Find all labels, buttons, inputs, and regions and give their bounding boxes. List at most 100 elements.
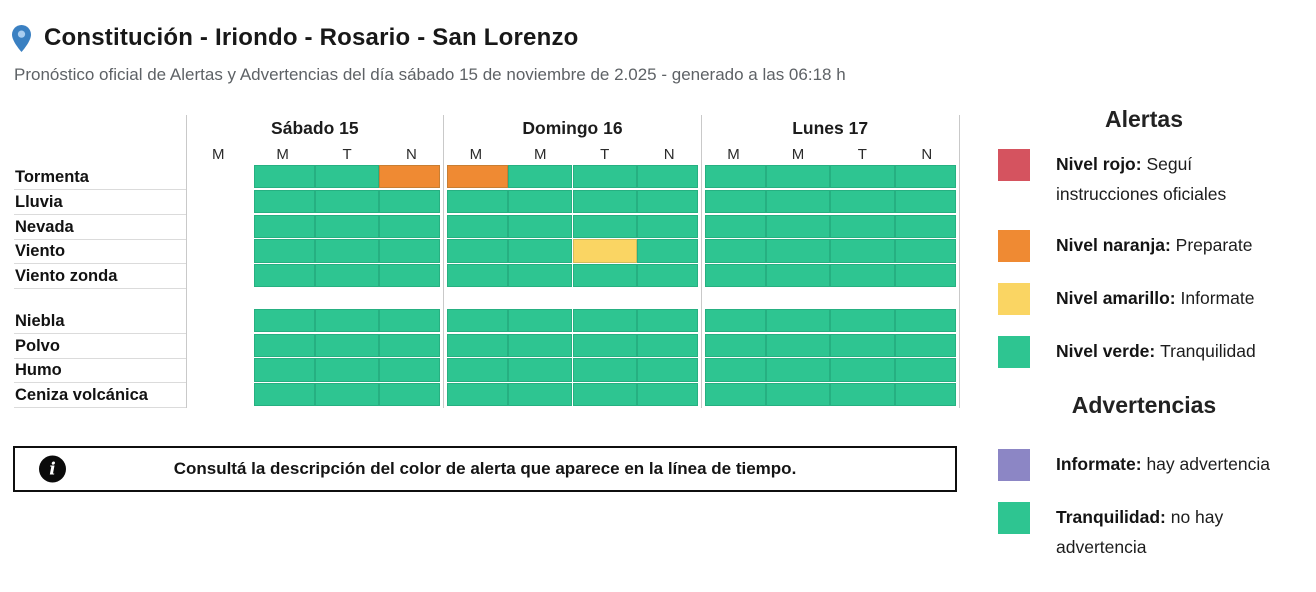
timeline-cell-amarillo[interactable] — [572, 239, 637, 263]
timeline-cell-verde[interactable] — [253, 308, 315, 332]
timeline-cell-verde[interactable] — [894, 308, 956, 332]
timeline-cell-verde[interactable] — [253, 333, 315, 357]
timeline-cell-verde[interactable] — [314, 358, 380, 382]
timeline-cell-naranja[interactable] — [379, 165, 441, 189]
timeline-cell-verde[interactable] — [508, 383, 573, 407]
timeline-cell-verde[interactable] — [894, 239, 956, 263]
timeline-cell-verde[interactable] — [765, 333, 831, 357]
timeline-cell-verde[interactable] — [379, 189, 441, 213]
timeline-cell-verde[interactable] — [314, 189, 380, 213]
timeline-cell-verde[interactable] — [379, 383, 441, 407]
timeline-cell-verde[interactable] — [830, 358, 895, 382]
timeline-cell-verde[interactable] — [765, 239, 831, 263]
timeline-cell-verde[interactable] — [446, 189, 509, 213]
timeline-cell-verde[interactable] — [636, 333, 699, 357]
timeline-cell-verde[interactable] — [314, 165, 380, 189]
timeline-cell-verde[interactable] — [894, 333, 956, 357]
timeline-cell-verde[interactable] — [314, 383, 380, 407]
timeline-cell-naranja[interactable] — [446, 165, 509, 189]
timeline-cell-verde[interactable] — [704, 165, 766, 189]
timeline-cell-verde[interactable] — [894, 383, 956, 407]
timeline-cell-verde[interactable] — [830, 165, 895, 189]
timeline-cell-verde[interactable] — [253, 189, 315, 213]
timeline-cell-verde[interactable] — [704, 239, 766, 263]
timeline-cell-verde[interactable] — [765, 189, 831, 213]
timeline-cell-verde[interactable] — [636, 383, 699, 407]
timeline-cell-verde[interactable] — [314, 264, 380, 288]
timeline-cell-verde[interactable] — [253, 264, 315, 288]
timeline-cell-verde[interactable] — [314, 333, 380, 357]
timeline-cell-verde[interactable] — [704, 264, 766, 288]
timeline-cell-verde[interactable] — [314, 214, 380, 238]
timeline-cell-verde[interactable] — [508, 165, 573, 189]
timeline-cell-verde[interactable] — [894, 264, 956, 288]
timeline-cell-verde[interactable] — [765, 383, 831, 407]
timeline-cell-verde[interactable] — [830, 264, 895, 288]
timeline-cell-verde[interactable] — [508, 264, 573, 288]
timeline-cell-verde[interactable] — [446, 264, 509, 288]
timeline-cell-verde[interactable] — [572, 264, 637, 288]
timeline-cell-verde[interactable] — [508, 239, 573, 263]
timeline-cell-verde[interactable] — [765, 308, 831, 332]
timeline-cell-verde[interactable] — [253, 214, 315, 238]
timeline-cell-verde[interactable] — [446, 333, 509, 357]
timeline-cell-verde[interactable] — [508, 189, 573, 213]
timeline-cell-verde[interactable] — [704, 214, 766, 238]
timeline-cell-verde[interactable] — [765, 264, 831, 288]
timeline-cell-verde[interactable] — [830, 308, 895, 332]
timeline-cell-verde[interactable] — [830, 189, 895, 213]
timeline-cell-verde[interactable] — [704, 333, 766, 357]
timeline-cell-verde[interactable] — [572, 333, 637, 357]
timeline-cell-verde[interactable] — [253, 383, 315, 407]
timeline-cell-verde[interactable] — [894, 358, 956, 382]
timeline-cell-verde[interactable] — [379, 264, 441, 288]
timeline-cell-verde[interactable] — [508, 333, 573, 357]
timeline-cell-verde[interactable] — [446, 239, 509, 263]
timeline-cell-verde[interactable] — [704, 383, 766, 407]
timeline-cell-verde[interactable] — [379, 333, 441, 357]
timeline-cell-verde[interactable] — [894, 165, 956, 189]
timeline-cell-verde[interactable] — [314, 239, 380, 263]
timeline-cell-verde[interactable] — [765, 358, 831, 382]
timeline-cell-verde[interactable] — [636, 358, 699, 382]
timeline-cell-verde[interactable] — [830, 214, 895, 238]
timeline-cell-verde[interactable] — [379, 308, 441, 332]
timeline-cell-verde[interactable] — [830, 239, 895, 263]
timeline-cell-verde[interactable] — [636, 214, 699, 238]
timeline-cell-verde[interactable] — [830, 333, 895, 357]
timeline-cell-verde[interactable] — [636, 239, 699, 263]
timeline-cell-verde[interactable] — [253, 165, 315, 189]
timeline-cell-verde[interactable] — [446, 383, 509, 407]
timeline-cell-verde[interactable] — [572, 189, 637, 213]
timeline-row-label: Viento — [15, 242, 66, 261]
timeline-cell-verde[interactable] — [704, 358, 766, 382]
timeline-cell-verde[interactable] — [572, 358, 637, 382]
timeline-cell-verde[interactable] — [894, 214, 956, 238]
timeline-cell-verde[interactable] — [830, 383, 895, 407]
timeline-cell-verde[interactable] — [379, 239, 441, 263]
timeline-cell-verde[interactable] — [314, 308, 380, 332]
timeline-cell-verde[interactable] — [446, 214, 509, 238]
timeline-cell-verde[interactable] — [636, 165, 699, 189]
timeline-cell-verde[interactable] — [379, 358, 441, 382]
timeline-cell-verde[interactable] — [508, 214, 573, 238]
timeline-cell-verde[interactable] — [253, 239, 315, 263]
timeline-cell-verde[interactable] — [253, 358, 315, 382]
timeline-cell-verde[interactable] — [379, 214, 441, 238]
timeline-cell-verde[interactable] — [636, 189, 699, 213]
timeline-cell-verde[interactable] — [446, 308, 509, 332]
timeline-cell-verde[interactable] — [508, 358, 573, 382]
timeline-cell-verde[interactable] — [572, 383, 637, 407]
timeline-cell-verde[interactable] — [765, 165, 831, 189]
timeline-cell-verde[interactable] — [704, 308, 766, 332]
timeline-cell-verde[interactable] — [446, 358, 509, 382]
timeline-cell-verde[interactable] — [636, 308, 699, 332]
timeline-cell-verde[interactable] — [572, 308, 637, 332]
timeline-cell-verde[interactable] — [636, 264, 699, 288]
timeline-cell-verde[interactable] — [572, 165, 637, 189]
timeline-cell-verde[interactable] — [572, 214, 637, 238]
timeline-cell-verde[interactable] — [704, 189, 766, 213]
timeline-cell-verde[interactable] — [765, 214, 831, 238]
timeline-cell-verde[interactable] — [508, 308, 573, 332]
timeline-cell-verde[interactable] — [894, 189, 956, 213]
